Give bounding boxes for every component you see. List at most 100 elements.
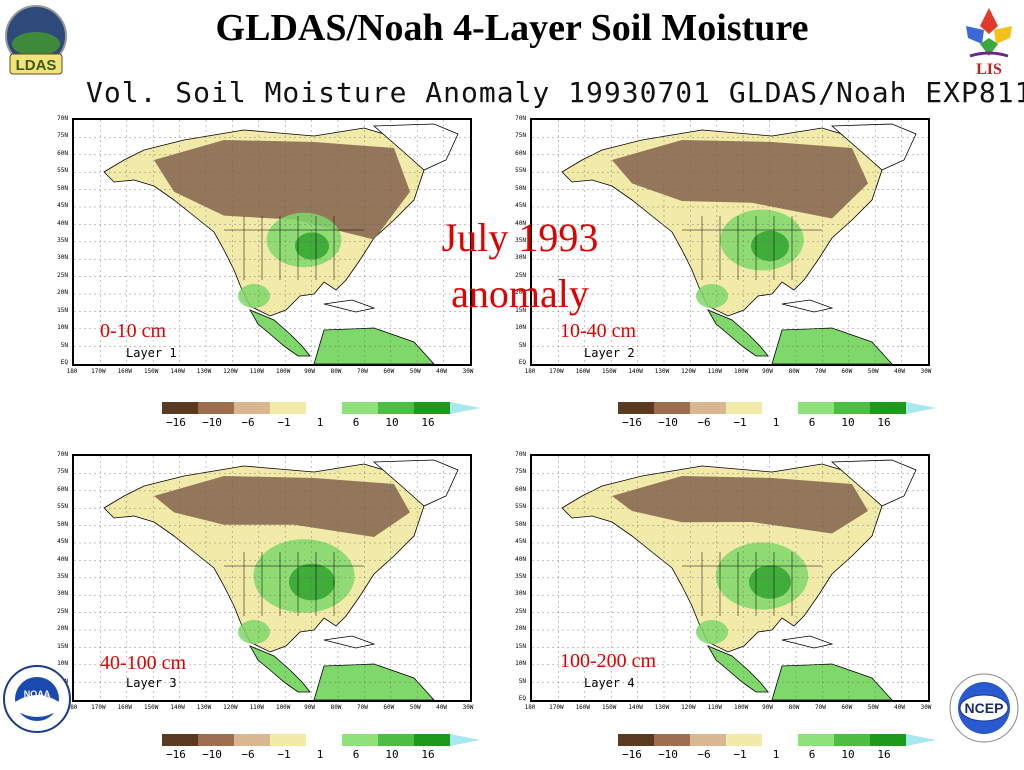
legend-swatch (198, 734, 234, 746)
lat-tick-label: 45N (515, 538, 526, 546)
lon-tick-label: 60W (383, 704, 395, 711)
lat-tick-label: 40N (515, 219, 526, 227)
legend-swatch (342, 734, 378, 746)
legend-tick-label: −10 (658, 416, 678, 429)
color-legend-layer-4: −16 −10 −6 −1 1 6 10 16 (596, 734, 936, 770)
lon-tick-label: 180 (66, 368, 78, 375)
legend-tick-label: −6 (241, 748, 255, 761)
lat-tick-label: 50N (515, 184, 526, 192)
legend-swatch (762, 402, 798, 414)
legend-tick-label: 10 (385, 748, 399, 761)
noaa-logo-text: NOAA (24, 689, 51, 699)
lat-tick-label: EQ (518, 695, 526, 702)
legend-tick-label: 6 (352, 748, 360, 761)
dry-anomaly-region (154, 476, 410, 537)
legend-tick-label: 1 (772, 748, 780, 761)
lat-tick-label: 25N (57, 607, 68, 615)
lon-tick-label: 100W (275, 704, 291, 711)
overlay-date: July 1993 (441, 215, 599, 260)
lat-axis: 70N 75N 60N 55N 50N 45N 40N 35N 30N 25N 20N 15N 10N 5… (500, 451, 528, 702)
lon-tick-label: 90W (304, 704, 316, 711)
lat-tick-label: 15N (57, 642, 68, 650)
lon-tick-label: 70W (814, 368, 826, 375)
lat-tick-label: 75N (515, 468, 526, 476)
lon-tick-label: 40W (436, 368, 448, 375)
lat-tick-label: 20N (515, 289, 526, 297)
legend-tick-label: 6 (808, 748, 816, 761)
lon-tick-label: 160W (575, 704, 591, 711)
lon-tick-label: 110W (707, 704, 723, 711)
soil-moisture-map (72, 118, 472, 366)
lon-tick-label: 80W (330, 368, 342, 375)
ncep-logo: NCEP (948, 672, 1020, 744)
legend-swatch (870, 402, 906, 414)
lat-tick-label: 75N (57, 132, 68, 140)
legend-tick-label: −6 (697, 416, 711, 429)
dry-anomaly-region (154, 140, 410, 240)
lon-tick-label: 50W (867, 704, 879, 711)
lon-tick-label: 140W (628, 704, 643, 711)
caribbean-islands (323, 299, 376, 313)
legend-swatch (690, 402, 726, 414)
lat-tick-label: 40N (57, 555, 68, 563)
mexico-wet-region (696, 620, 728, 644)
lat-tick-label: 75N (515, 132, 526, 140)
legend-tick-label: 16 (877, 416, 891, 429)
lat-tick-label: 30N (515, 254, 526, 262)
layer-label: Layer 1 (126, 346, 177, 360)
lon-tick-label: 80W (788, 704, 800, 711)
layer-label: Layer 2 (584, 346, 635, 360)
lat-tick-label: 15N (515, 642, 526, 650)
lat-tick-label: 10N (57, 324, 68, 332)
legend-swatch (414, 402, 450, 414)
lon-tick-label: 70W (356, 704, 368, 711)
lon-tick-label: 130W (196, 368, 212, 375)
legend-tick-label: −16 (166, 416, 186, 429)
legend-swatch (596, 402, 618, 414)
legend-tick-label: 16 (877, 748, 891, 761)
overlay-anomaly: anomaly (451, 271, 589, 316)
lat-tick-label: 25N (515, 607, 526, 615)
lat-tick-label: 50N (57, 184, 68, 192)
legend-swatch (798, 734, 834, 746)
lat-tick-label: 55N (57, 503, 68, 511)
lon-tick-label: 130W (196, 704, 212, 711)
lon-tick-label: 170W (549, 368, 564, 375)
lat-tick-label: 50N (57, 520, 68, 528)
lon-tick-label: 160W (117, 704, 133, 711)
very-wet-anomaly-core (289, 563, 335, 601)
mexico-wet-region (696, 284, 728, 308)
lat-tick-label: 15N (515, 306, 526, 314)
legend-tick-label: 1 (316, 748, 324, 761)
lon-tick-label: 100W (733, 704, 749, 711)
dry-anomaly-region (612, 476, 868, 534)
color-legend-layer-2: −16 −10 −6 −1 1 6 10 16 (596, 402, 936, 438)
lon-tick-label: 50W (409, 368, 421, 375)
lon-tick-label: 30W (920, 368, 932, 375)
noaa-logo: NOAA (2, 664, 72, 734)
caribbean-islands (781, 299, 834, 313)
lon-tick-label: 40W (894, 704, 906, 711)
legend-swatch (378, 734, 414, 746)
legend-ticks: −16 −10 −6 −1 1 6 10 16 (140, 416, 480, 430)
lat-tick-label: 55N (515, 167, 526, 175)
lon-tick-label: 150W (143, 368, 159, 375)
legend-swatch (618, 734, 654, 746)
soil-moisture-map (530, 118, 930, 366)
page-title: GLDAS/Noah 4-Layer Soil Moisture (215, 7, 809, 49)
legend-swatch (270, 402, 306, 414)
lat-tick-label: 5N (518, 677, 526, 685)
map-panel-layer-2: 70N 75N 60N 55N 50N 45N 40N 35N 30N 25N 20N 15N 10N 5… (500, 108, 940, 380)
lis-logo: LIS (958, 4, 1020, 78)
color-legend-layer-3: −16 −10 −6 −1 1 6 10 16 (140, 734, 480, 770)
lon-tick-label: 30W (920, 704, 932, 711)
legend-swatch (450, 734, 480, 746)
legend-tick-label: −1 (733, 748, 747, 761)
legend-swatch (306, 402, 342, 414)
lat-tick-label: 30N (57, 254, 68, 262)
legend-swatch (726, 734, 762, 746)
lat-tick-label: 70N (515, 451, 526, 458)
depth-label-layer-2: 10-40 cm (560, 320, 637, 342)
legend-swatch (162, 734, 198, 746)
legend-swatch (306, 734, 342, 746)
